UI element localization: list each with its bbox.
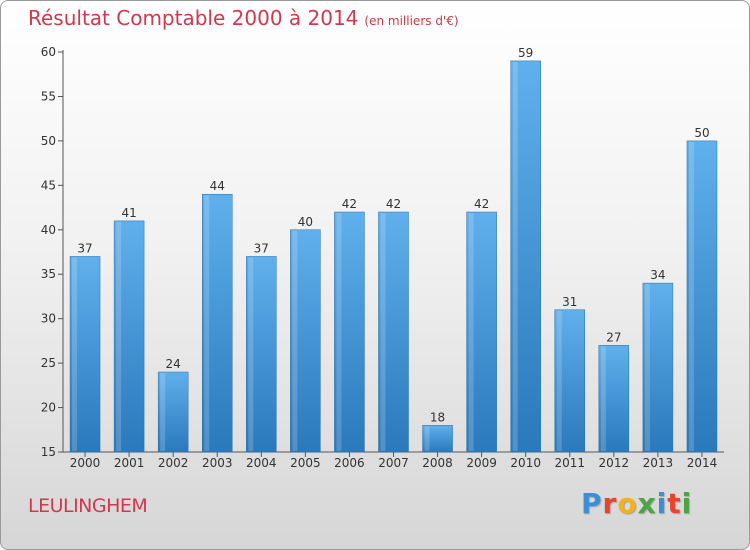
bar-highlight [512,61,518,452]
bar [598,345,630,453]
logo-letter: o [617,487,638,520]
x-tick-label: 2013 [643,456,674,470]
data-label: 41 [121,206,136,220]
data-label: 44 [210,179,225,193]
bar [334,211,365,453]
x-tick-label: 2005 [290,456,321,470]
logo-letter: t [667,487,682,520]
bar [201,193,233,453]
bar-highlight [204,195,210,451]
x-tick-label: 2000 [70,456,101,470]
bar [69,256,101,453]
x-tick-label: 2007 [378,456,409,470]
logo-letter: r [602,487,618,520]
y-tick-label: 30 [41,312,56,326]
bar [686,140,718,453]
y-tick-label: 50 [41,134,56,148]
y-tick-label: 40 [41,223,56,237]
data-label: 59 [518,46,533,60]
logo-letter: i [681,487,693,520]
bar [378,211,409,453]
y-tick-label: 15 [41,445,56,459]
bar-highlight [644,284,650,451]
chart-bars [69,60,718,453]
bar [290,229,321,453]
bar-highlight [600,346,606,451]
x-tick-label: 2001 [114,456,145,470]
bar [642,282,674,453]
bar-highlight [468,213,474,451]
data-label: 24 [166,357,181,371]
bar [554,309,586,453]
data-label: 42 [342,197,357,211]
bar [157,371,189,453]
x-tick-label: 2006 [334,456,365,470]
chart-title-text: Résultat Comptable 2000 à 2014 [28,6,359,30]
data-label: 42 [474,197,489,211]
y-tick-label: 35 [41,267,56,281]
data-label: 40 [298,215,313,229]
x-tick-label: 2009 [466,456,497,470]
chart-subtitle: (en milliers d'€) [364,14,459,28]
data-label: 34 [650,268,665,282]
logo-letter: P [581,487,603,520]
data-label: 42 [386,197,401,211]
bar-highlight [248,257,254,451]
data-label: 37 [254,241,269,255]
data-label: 31 [562,295,577,309]
data-label: 18 [430,410,445,424]
bar-highlight [160,373,166,451]
x-tick-label: 2002 [158,456,189,470]
bar-highlight [116,221,122,451]
x-tick-label: 2014 [687,456,718,470]
y-tick-label: 45 [41,178,56,192]
bar [246,256,277,453]
x-tick-label: 2010 [510,456,541,470]
bar-highlight [688,141,694,451]
bar-highlight [556,310,562,451]
bar-highlight [336,213,342,451]
bar-highlight [424,426,430,451]
bar-highlight [380,213,386,451]
bar [466,211,497,453]
x-tick-label: 2011 [554,456,585,470]
data-label: 50 [694,126,709,140]
logo-letter: i [656,487,668,520]
bar [113,220,145,453]
commune-name: LEULINGHEM [28,495,148,517]
chart-title: Résultat Comptable 2000 à 2014 (en millie… [28,6,459,30]
y-tick-label: 60 [41,45,56,59]
y-tick-label: 55 [41,89,56,103]
x-tick-label: 2012 [599,456,630,470]
x-tick-label: 2004 [246,456,277,470]
chart-axes: 15 20 25 30 35 40 45 50 55 60 [41,45,724,459]
x-tick-label: 2008 [422,456,453,470]
bar [510,60,541,453]
data-label: 37 [77,241,92,255]
x-tick-label: 2003 [202,456,233,470]
bar-highlight [72,257,78,451]
bar [422,425,453,453]
data-label: 27 [606,330,621,344]
y-tick-label: 25 [41,356,56,370]
bar-highlight [292,230,298,451]
proxiti-logo: Proxiti [581,487,692,520]
y-tick-label: 20 [41,401,56,415]
logo-letter: x [637,487,657,520]
chart-labels: 2000 37 2001 41 2002 24 2003 44 2004 37 2005 40 2006… [70,46,717,470]
